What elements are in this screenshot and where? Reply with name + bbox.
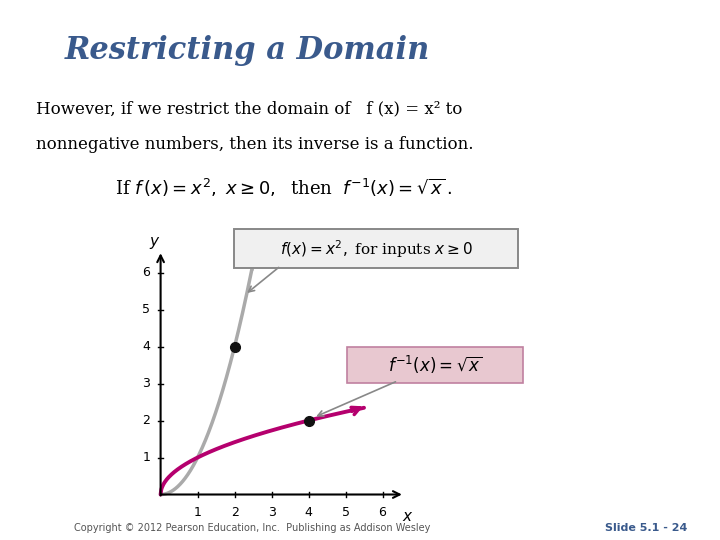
Text: 1: 1 — [143, 451, 150, 464]
Text: 4: 4 — [143, 340, 150, 353]
Text: 5: 5 — [341, 507, 349, 519]
Text: 6: 6 — [379, 507, 387, 519]
Text: 3: 3 — [143, 377, 150, 390]
Text: $f(x) = x^2,$ for inputs $x \geq 0$: $f(x) = x^2,$ for inputs $x \geq 0$ — [279, 238, 473, 260]
Text: 6: 6 — [143, 266, 150, 279]
Text: 1: 1 — [194, 507, 202, 519]
Text: If $f\,(x) = x^2,\ x \geq 0,$  then  $f^{-1}(x) = \sqrt{x}\,.$: If $f\,(x) = x^2,\ x \geq 0,$ then $f^{-… — [115, 177, 452, 199]
Text: 2: 2 — [143, 414, 150, 427]
Text: x: x — [402, 509, 411, 524]
Text: y: y — [150, 233, 158, 248]
Text: Restricting a Domain: Restricting a Domain — [65, 35, 430, 66]
Text: However, if we restrict the domain of   f (x) = x² to: However, if we restrict the domain of f … — [36, 100, 462, 117]
Text: nonnegative numbers, then its inverse is a function.: nonnegative numbers, then its inverse is… — [36, 136, 474, 153]
Text: Slide 5.1 - 24: Slide 5.1 - 24 — [606, 523, 688, 533]
Text: 2: 2 — [230, 507, 238, 519]
Text: 4: 4 — [305, 507, 312, 519]
Text: 3: 3 — [268, 507, 276, 519]
Text: $f^{-1}(x) = \sqrt{x}$: $f^{-1}(x) = \sqrt{x}$ — [388, 354, 482, 376]
Text: 5: 5 — [143, 303, 150, 316]
Text: Copyright © 2012 Pearson Education, Inc.  Publishing as Addison Wesley: Copyright © 2012 Pearson Education, Inc.… — [74, 523, 430, 533]
